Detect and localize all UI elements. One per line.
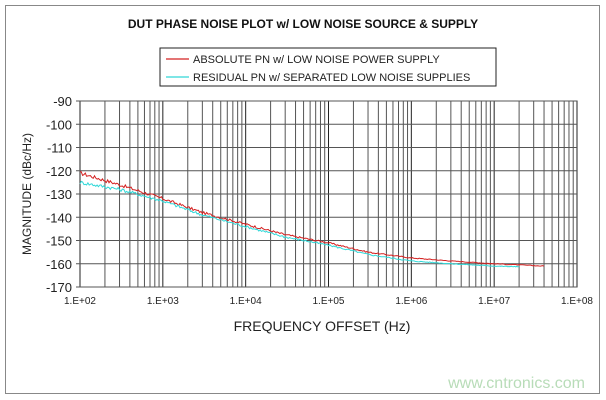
y-tick-label: -110 [47, 141, 72, 156]
legend-label-residual: RESIDUAL PN w/ SEPARATED LOW NOISE SUPPL… [193, 72, 470, 84]
x-tick-label: 1.E+05 [313, 296, 345, 307]
x-tick-label: 1.E+07 [478, 296, 510, 307]
legend: ABSOLUTE PN w/ LOW NOISE POWER SUPPLY RE… [159, 47, 497, 87]
x-tick-label: 1.E+04 [230, 296, 262, 307]
y-tick-label: -130 [46, 187, 72, 202]
series-line-absolute [79, 171, 545, 267]
chart-title: DUT PHASE NOISE PLOT w/ LOW NOISE SOURCE… [128, 17, 478, 31]
y-tick-label: -90 [53, 94, 72, 109]
y-tick-label: -160 [46, 257, 72, 272]
x-tick-label: 1.E+08 [561, 296, 593, 307]
y-tick-label: -170 [46, 280, 72, 295]
x-axis-label: FREQUENCY OFFSET (Hz) [234, 318, 411, 334]
x-tick-label: 1.E+06 [395, 296, 427, 307]
y-tick-label: -120 [46, 164, 72, 179]
watermark: www.cntronics.com [447, 375, 585, 392]
series-line-residual [79, 180, 520, 268]
x-tick-label: 1.E+02 [64, 296, 96, 307]
x-tick-label: 1.E+03 [147, 296, 179, 307]
y-tick-label: -140 [46, 210, 72, 225]
legend-label-absolute: ABSOLUTE PN w/ LOW NOISE POWER SUPPLY [193, 54, 440, 66]
y-tick-label: -150 [46, 234, 72, 249]
y-axis-label: MAGNITUDE (dBc/Hz) [20, 133, 34, 255]
y-tick-label: -100 [46, 117, 72, 132]
